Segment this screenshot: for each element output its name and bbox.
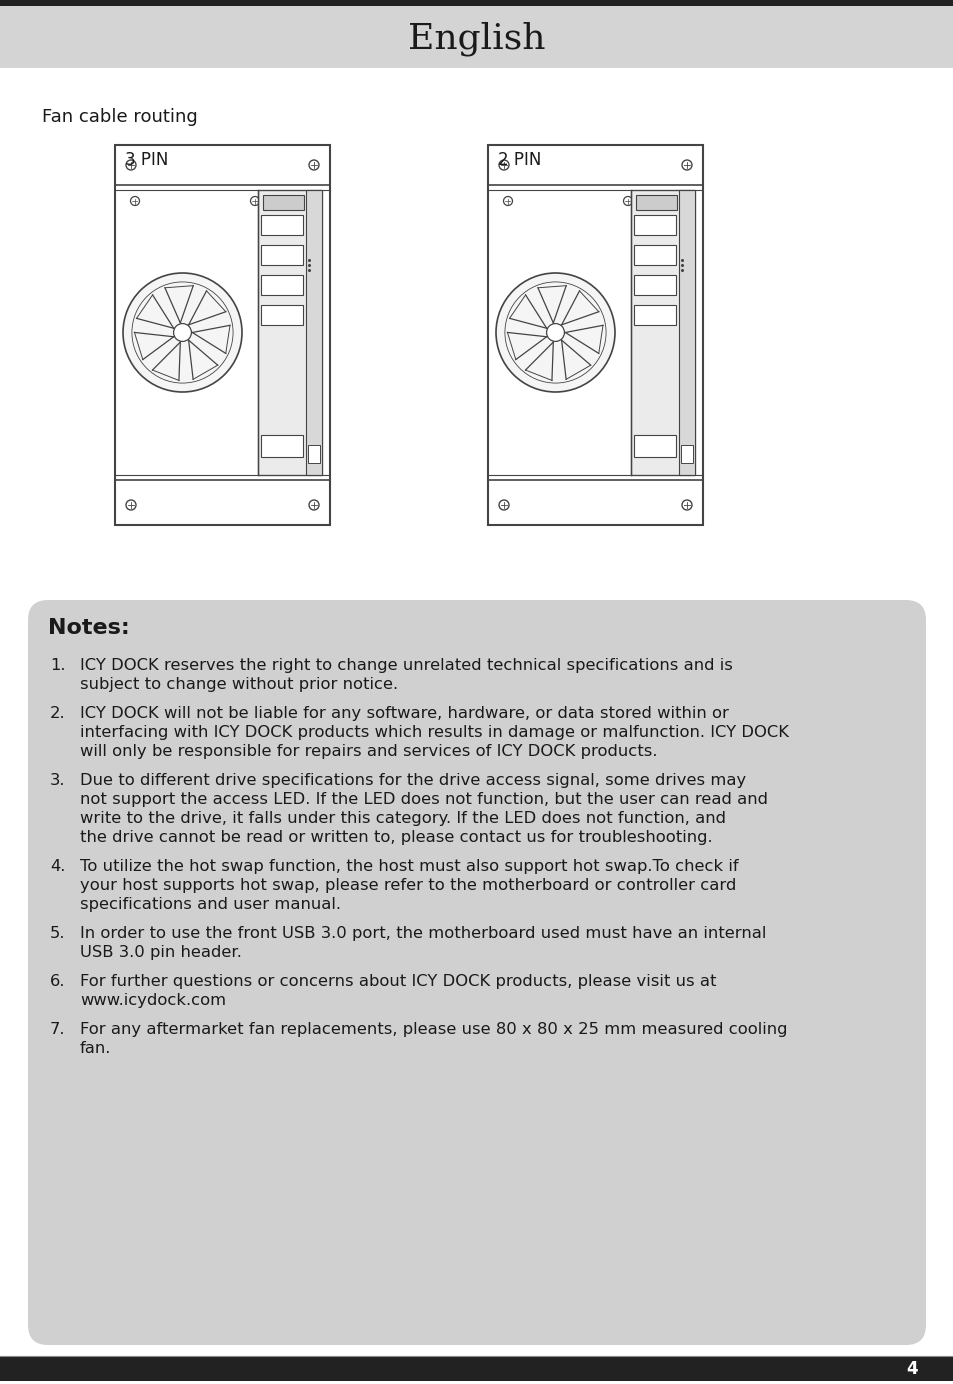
Bar bbox=[306, 190, 322, 475]
Bar bbox=[634, 435, 676, 457]
Text: To utilize the hot swap function, the host must also support hot swap.To check i: To utilize the hot swap function, the ho… bbox=[80, 859, 738, 875]
Bar bbox=[308, 446, 319, 464]
Circle shape bbox=[131, 197, 139, 205]
Circle shape bbox=[126, 500, 136, 509]
Bar bbox=[263, 195, 304, 210]
Text: fan.: fan. bbox=[80, 1041, 112, 1056]
Text: In order to use the front USB 3.0 port, the motherboard used must have an intern: In order to use the front USB 3.0 port, … bbox=[80, 926, 765, 941]
Circle shape bbox=[309, 161, 318, 170]
Text: 7.: 7. bbox=[50, 1021, 66, 1037]
Bar bbox=[261, 275, 303, 295]
Bar bbox=[680, 446, 692, 464]
Bar bbox=[636, 195, 677, 210]
Circle shape bbox=[623, 197, 632, 205]
Bar bbox=[261, 215, 303, 235]
Text: Due to different drive specifications for the drive access signal, some drives m: Due to different drive specifications fo… bbox=[80, 774, 745, 787]
Bar bbox=[634, 245, 676, 264]
Text: English: English bbox=[408, 22, 545, 57]
Text: 4: 4 bbox=[905, 1360, 917, 1378]
Circle shape bbox=[498, 500, 509, 509]
Text: www.icydock.com: www.icydock.com bbox=[80, 992, 226, 1008]
Bar bbox=[488, 145, 702, 525]
Bar bbox=[679, 190, 695, 475]
Text: subject to change without prior notice.: subject to change without prior notice. bbox=[80, 677, 397, 692]
Bar bbox=[261, 245, 303, 264]
Bar bbox=[115, 145, 330, 525]
Bar bbox=[634, 275, 676, 295]
Bar bbox=[634, 304, 676, 325]
Circle shape bbox=[173, 324, 192, 342]
Text: specifications and user manual.: specifications and user manual. bbox=[80, 897, 340, 912]
Circle shape bbox=[681, 161, 691, 170]
Bar bbox=[257, 190, 322, 475]
Text: Fan cable routing: Fan cable routing bbox=[42, 108, 197, 126]
Text: your host supports hot swap, please refer to the motherboard or controller card: your host supports hot swap, please refe… bbox=[80, 877, 736, 893]
FancyBboxPatch shape bbox=[28, 601, 925, 1345]
Text: Notes:: Notes: bbox=[48, 619, 130, 638]
Text: 3.: 3. bbox=[50, 774, 66, 787]
Text: 6.: 6. bbox=[50, 974, 66, 990]
Text: interfacing with ICY DOCK products which results in damage or malfunction. ICY D: interfacing with ICY DOCK products which… bbox=[80, 725, 788, 740]
Bar bbox=[261, 435, 303, 457]
Circle shape bbox=[123, 273, 242, 392]
Text: 2 PIN: 2 PIN bbox=[497, 151, 540, 169]
Text: 4.: 4. bbox=[50, 859, 66, 875]
Text: write to the drive, it falls under this category. If the LED does not function, : write to the drive, it falls under this … bbox=[80, 811, 725, 826]
Circle shape bbox=[503, 197, 512, 205]
Text: 1.: 1. bbox=[50, 657, 66, 673]
Circle shape bbox=[251, 197, 259, 205]
Circle shape bbox=[126, 161, 136, 170]
Text: 3 PIN: 3 PIN bbox=[125, 151, 168, 169]
Bar bbox=[0, 0, 953, 6]
Bar bbox=[261, 304, 303, 325]
Text: ICY DOCK reserves the right to change unrelated technical specifications and is: ICY DOCK reserves the right to change un… bbox=[80, 657, 732, 673]
Circle shape bbox=[496, 273, 615, 392]
Circle shape bbox=[546, 324, 564, 342]
Text: 5.: 5. bbox=[50, 926, 66, 941]
Circle shape bbox=[681, 500, 691, 509]
Text: ICY DOCK will not be liable for any software, hardware, or data stored within or: ICY DOCK will not be liable for any soft… bbox=[80, 706, 728, 721]
Text: not support the access LED. If the LED does not function, but the user can read : not support the access LED. If the LED d… bbox=[80, 792, 767, 807]
Text: For further questions or concerns about ICY DOCK products, please visit us at: For further questions or concerns about … bbox=[80, 974, 716, 990]
Bar bbox=[634, 215, 676, 235]
Text: 2.: 2. bbox=[50, 706, 66, 721]
Bar bbox=[630, 190, 695, 475]
Bar bbox=[0, 6, 953, 68]
Text: USB 3.0 pin header.: USB 3.0 pin header. bbox=[80, 945, 242, 960]
Circle shape bbox=[309, 500, 318, 509]
Circle shape bbox=[498, 161, 509, 170]
Text: will only be responsible for repairs and services of ICY DOCK products.: will only be responsible for repairs and… bbox=[80, 745, 657, 758]
Text: For any aftermarket fan replacements, please use 80 x 80 x 25 mm measured coolin: For any aftermarket fan replacements, pl… bbox=[80, 1021, 786, 1037]
Bar bbox=[0, 1356, 953, 1381]
Text: the drive cannot be read or written to, please contact us for troubleshooting.: the drive cannot be read or written to, … bbox=[80, 830, 712, 846]
